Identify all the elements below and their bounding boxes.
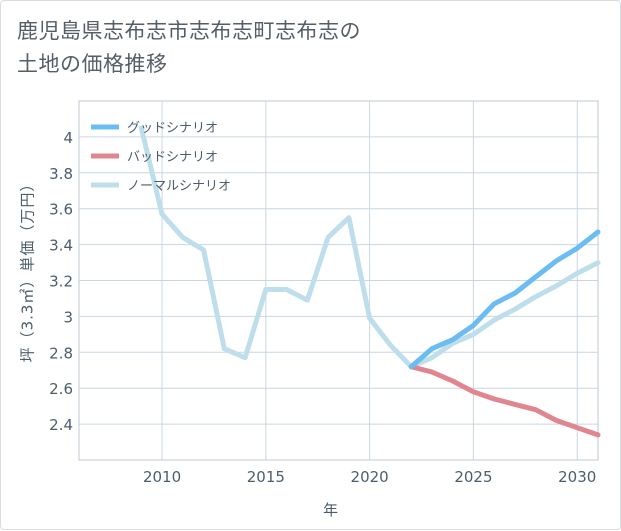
y-gridlines [79, 136, 598, 425]
y-tick-label: 3.8 [49, 165, 73, 183]
x-tick-label: 2025 [454, 468, 492, 486]
chart-title-line1: 鹿児島県志布志市志布志町志布志の [17, 19, 361, 43]
legend-label-0: グッドシナリオ [127, 121, 218, 136]
series-lines [138, 125, 601, 438]
y-tick-label: 3.2 [49, 273, 73, 291]
y-tick-label: 3.6 [49, 201, 73, 219]
x-tick-label: 2030 [558, 468, 596, 486]
y-tick-label: 2.4 [49, 416, 73, 434]
chart-title: 鹿児島県志布志市志布志町志布志の 土地の価格推移 [17, 15, 361, 81]
series-line-1 [408, 364, 601, 438]
x-tick-labels: 2010 2015 2020 2025 2030 [143, 468, 596, 486]
x-tick-label: 2015 [247, 468, 285, 486]
y-tick-label: 2.6 [49, 380, 73, 398]
x-tick-label: 2020 [351, 468, 389, 486]
y-tick-label: 3 [63, 308, 73, 326]
legend-label-1: バッドシナリオ [127, 150, 218, 165]
x-axis-label: 年 [323, 501, 339, 519]
legend-label-2: ノーマルシナリオ [127, 179, 231, 194]
series-line-2 [138, 125, 601, 370]
y-axis-label: 坪（3.3㎡）単価（万円） [18, 175, 37, 363]
y-tick-label: 2.8 [49, 344, 73, 362]
y-tick-label: 3.4 [49, 237, 73, 255]
chart-title-line2: 土地の価格推移 [17, 52, 168, 76]
y-tick-label: 4 [63, 129, 73, 147]
y-tick-labels: 2.4 2.6 2.8 3 3.2 3.4 3.6 3.8 4 [49, 129, 73, 434]
x-tick-label: 2010 [143, 468, 181, 486]
series-line-0 [408, 229, 601, 370]
